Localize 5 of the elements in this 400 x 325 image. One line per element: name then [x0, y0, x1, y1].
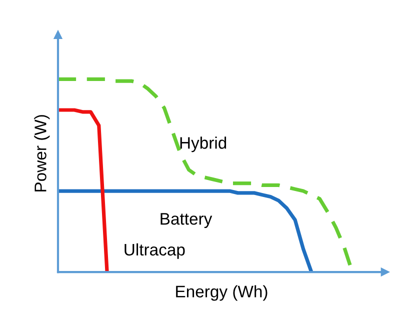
- series-label: Hybrid: [180, 136, 226, 152]
- x-axis-title: Energy (Wh): [176, 285, 268, 301]
- series-label: Battery: [160, 213, 212, 228]
- series-label: Ultracap: [124, 243, 185, 259]
- y-axis-title: Power (W): [34, 115, 50, 192]
